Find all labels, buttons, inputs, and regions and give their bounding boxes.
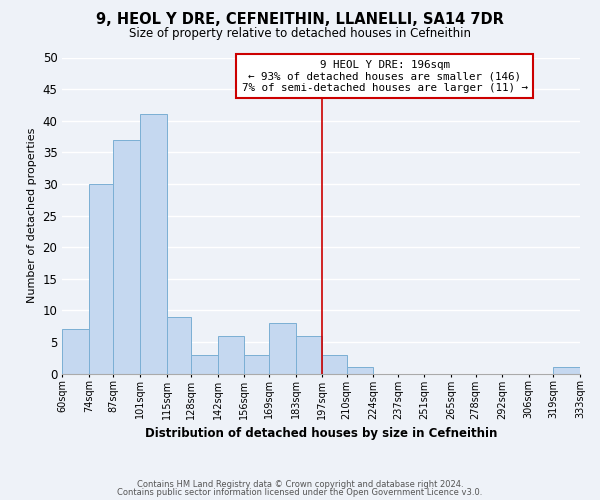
Bar xyxy=(244,355,269,374)
Bar xyxy=(89,184,113,374)
Bar xyxy=(553,368,580,374)
Text: Contains public sector information licensed under the Open Government Licence v3: Contains public sector information licen… xyxy=(118,488,482,497)
Bar xyxy=(140,114,167,374)
Bar xyxy=(296,336,322,374)
Y-axis label: Number of detached properties: Number of detached properties xyxy=(27,128,37,304)
Bar xyxy=(191,355,218,374)
Bar xyxy=(322,355,347,374)
X-axis label: Distribution of detached houses by size in Cefneithin: Distribution of detached houses by size … xyxy=(145,427,497,440)
Text: 9, HEOL Y DRE, CEFNEITHIN, LLANELLI, SA14 7DR: 9, HEOL Y DRE, CEFNEITHIN, LLANELLI, SA1… xyxy=(96,12,504,28)
Bar xyxy=(62,330,89,374)
Text: Size of property relative to detached houses in Cefneithin: Size of property relative to detached ho… xyxy=(129,28,471,40)
Bar xyxy=(347,368,373,374)
Bar xyxy=(218,336,244,374)
Text: 9 HEOL Y DRE: 196sqm
← 93% of detached houses are smaller (146)
7% of semi-detac: 9 HEOL Y DRE: 196sqm ← 93% of detached h… xyxy=(242,60,527,93)
Bar xyxy=(167,317,191,374)
Bar xyxy=(113,140,140,374)
Text: Contains HM Land Registry data © Crown copyright and database right 2024.: Contains HM Land Registry data © Crown c… xyxy=(137,480,463,489)
Bar xyxy=(269,323,296,374)
